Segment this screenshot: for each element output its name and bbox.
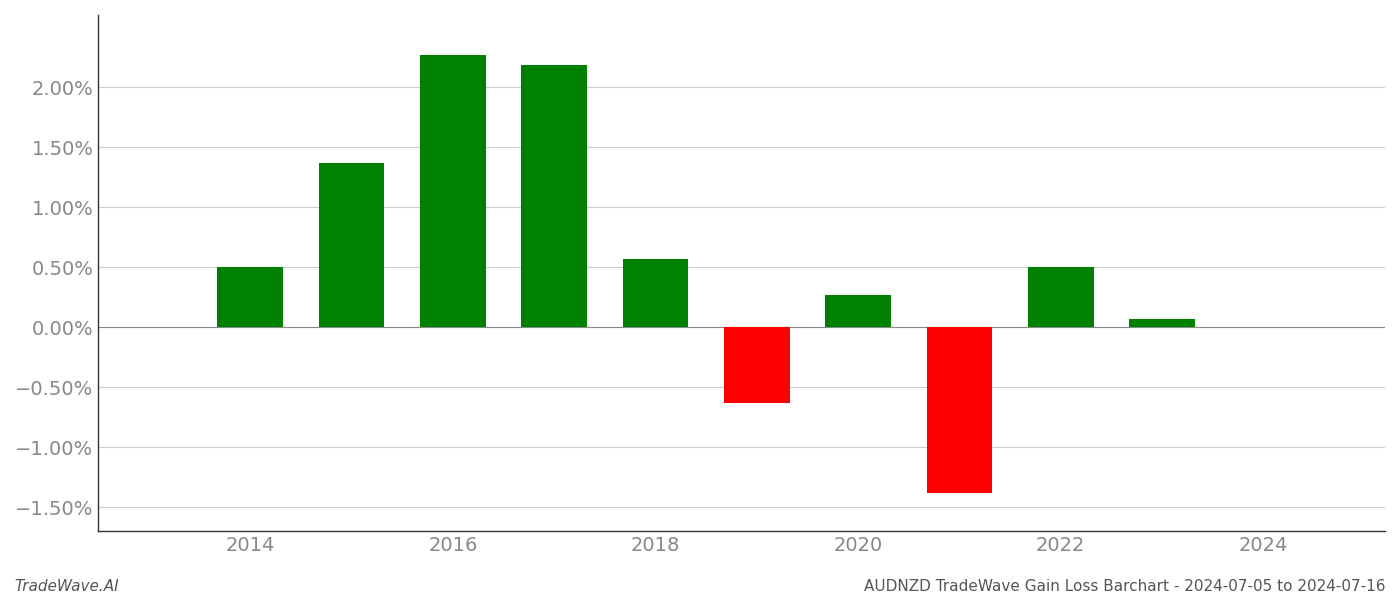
Bar: [623, 259, 689, 327]
Bar: [1028, 267, 1093, 327]
Text: TradeWave.AI: TradeWave.AI: [14, 579, 119, 594]
Text: AUDNZD TradeWave Gain Loss Barchart - 2024-07-05 to 2024-07-16: AUDNZD TradeWave Gain Loss Barchart - 20…: [865, 579, 1386, 594]
Bar: [521, 65, 587, 327]
Bar: [724, 327, 790, 403]
Bar: [825, 295, 890, 327]
Bar: [319, 163, 385, 327]
Bar: [420, 55, 486, 327]
Bar: [927, 327, 993, 493]
Bar: [1130, 319, 1196, 327]
Bar: [217, 267, 283, 327]
